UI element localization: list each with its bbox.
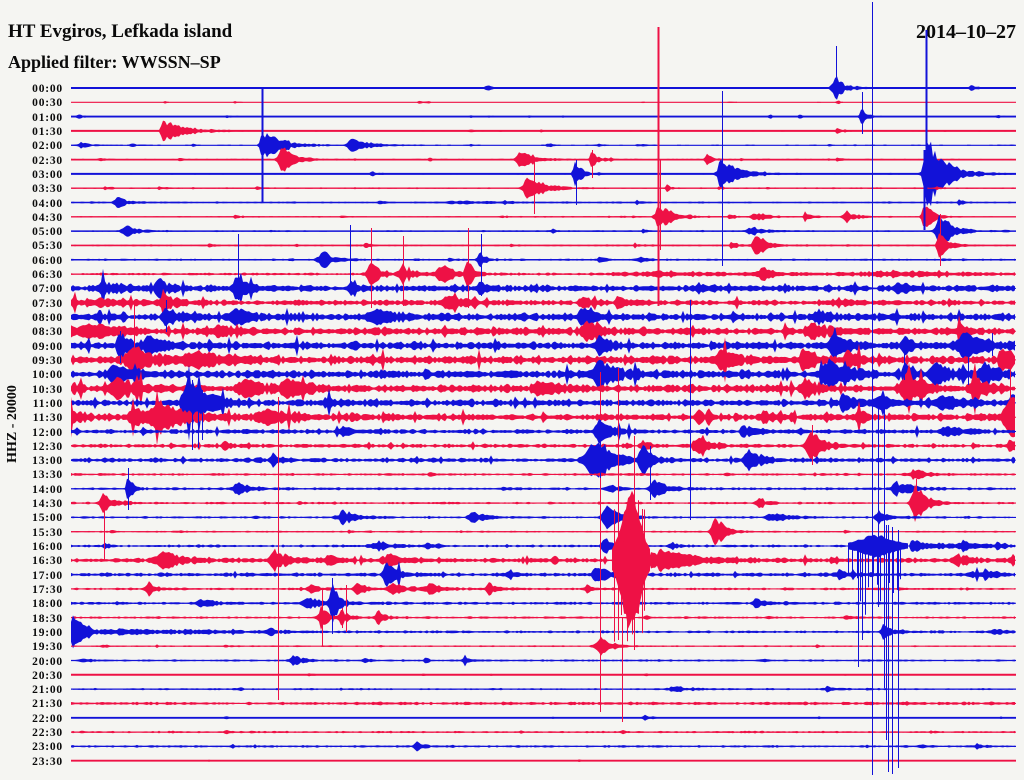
svg-text:05:00: 05:00 <box>32 226 63 238</box>
svg-text:10:30: 10:30 <box>32 384 63 396</box>
svg-text:19:30: 19:30 <box>32 641 63 653</box>
svg-text:11:30: 11:30 <box>33 412 63 424</box>
svg-text:09:00: 09:00 <box>32 341 63 353</box>
svg-text:17:00: 17:00 <box>32 570 63 582</box>
svg-text:03:00: 03:00 <box>32 169 63 181</box>
svg-text:12:30: 12:30 <box>32 441 63 453</box>
svg-text:21:30: 21:30 <box>32 698 63 710</box>
svg-text:00:00: 00:00 <box>32 83 63 95</box>
svg-text:23:00: 23:00 <box>32 741 63 753</box>
svg-text:18:00: 18:00 <box>32 598 63 610</box>
svg-text:15:30: 15:30 <box>32 527 63 539</box>
svg-text:17:30: 17:30 <box>32 584 63 596</box>
svg-text:12:00: 12:00 <box>32 427 63 439</box>
svg-text:18:30: 18:30 <box>32 613 63 625</box>
svg-text:06:30: 06:30 <box>32 269 63 281</box>
svg-text:03:30: 03:30 <box>32 183 63 195</box>
svg-text:06:00: 06:00 <box>32 255 63 267</box>
svg-text:08:30: 08:30 <box>32 326 63 338</box>
svg-text:07:30: 07:30 <box>32 298 63 310</box>
svg-text:11:00: 11:00 <box>33 398 63 410</box>
svg-text:22:30: 22:30 <box>32 727 63 739</box>
svg-text:22:00: 22:00 <box>32 713 63 725</box>
svg-text:23:30: 23:30 <box>32 756 63 768</box>
svg-text:20:00: 20:00 <box>32 656 63 668</box>
svg-text:13:30: 13:30 <box>32 469 63 481</box>
svg-text:02:30: 02:30 <box>32 155 63 167</box>
svg-text:21:00: 21:00 <box>32 684 63 696</box>
svg-text:Applied filter: WWSSN–SP: Applied filter: WWSSN–SP <box>8 52 221 72</box>
svg-text:04:00: 04:00 <box>32 198 63 210</box>
svg-text:16:00: 16:00 <box>32 541 63 553</box>
svg-text:05:30: 05:30 <box>32 240 63 252</box>
svg-text:01:00: 01:00 <box>32 112 63 124</box>
svg-text:10:00: 10:00 <box>32 369 63 381</box>
svg-text:07:00: 07:00 <box>32 283 63 295</box>
svg-text:04:30: 04:30 <box>32 212 63 224</box>
svg-text:14:00: 14:00 <box>32 484 63 496</box>
svg-text:HT Evgiros, Lefkada island: HT Evgiros, Lefkada island <box>8 21 233 42</box>
svg-text:19:00: 19:00 <box>32 627 63 639</box>
svg-text:15:00: 15:00 <box>32 512 63 524</box>
svg-text:20:30: 20:30 <box>32 670 63 682</box>
svg-text:02:00: 02:00 <box>32 140 63 152</box>
svg-text:08:00: 08:00 <box>32 312 63 324</box>
svg-text:01:30: 01:30 <box>32 126 63 138</box>
svg-text:2014–10–27: 2014–10–27 <box>916 21 1016 43</box>
svg-text:00:30: 00:30 <box>32 97 63 109</box>
svg-text:HHZ - 20000: HHZ - 20000 <box>5 385 20 463</box>
svg-text:09:30: 09:30 <box>32 355 63 367</box>
svg-text:14:30: 14:30 <box>32 498 63 510</box>
svg-text:13:00: 13:00 <box>32 455 63 467</box>
svg-text:16:30: 16:30 <box>32 555 63 567</box>
